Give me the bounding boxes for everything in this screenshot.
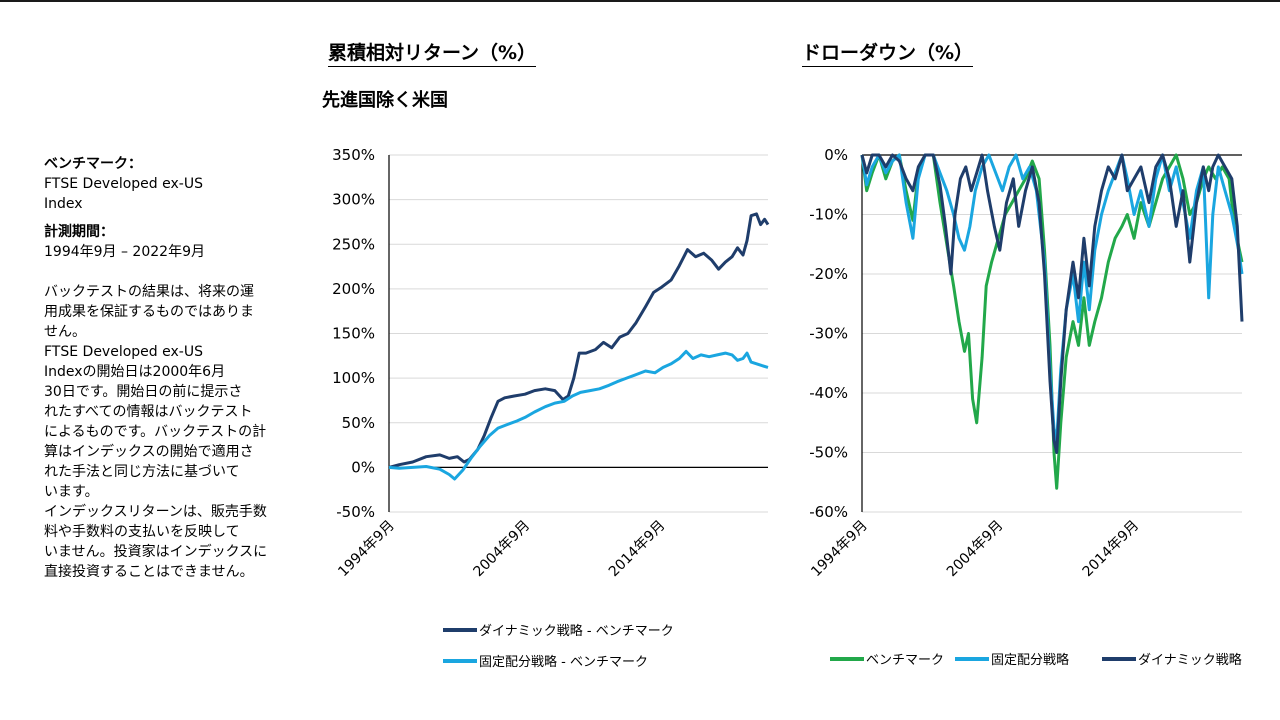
disclaimer-line: れた手法と同じ方法に基づいて [44, 464, 240, 480]
disclaimer-line: 30日です。開始日の前に提示さ [44, 384, 243, 400]
period-label: 計測期間： [44, 224, 114, 240]
disclaimer-line: FTSE Developed ex-US [44, 344, 203, 360]
legend-label-fixed-dd: 固定配分戦略 [991, 653, 1070, 668]
x-tick-label: 2014年9月 [606, 518, 669, 581]
disclaimer-line: Indexの開始日は2000年6月 [44, 364, 226, 380]
legend-label-fixed: 固定配分戦略 - ベンチマーク [479, 655, 648, 670]
disclaimer-line: いません。投資家はインデックスに [44, 544, 268, 560]
x-tick-label: 2004年9月 [944, 518, 1007, 581]
y-tick-label: 250% [332, 235, 375, 253]
disclaimer-line: インデックスリターンは、販売手数 [44, 504, 267, 520]
legend-item-fixed-dd: 固定配分戦略 [955, 649, 1069, 668]
disclaimer-line: 直接投資することはできません。 [44, 564, 254, 580]
y-tick-label: 100% [332, 369, 375, 387]
legend-label-dynamic-dd: ダイナミック戦略 [1138, 653, 1242, 668]
disclaimer-line: 算はインデックスの開始で適用さ [44, 444, 254, 460]
series-line-left-1 [388, 349, 769, 481]
y-tick-label: -30% [809, 325, 848, 343]
y-tick-label: 0% [824, 146, 848, 164]
disclaimer-line: 用成果を保証するものではありま [44, 304, 254, 320]
y-tick-label: 0% [351, 458, 375, 476]
legend-swatch-dynamic-dd [1102, 656, 1136, 661]
legend-item-benchmark: ベンチマーク [830, 649, 944, 668]
left-chart-subtitle: 先進国除く米国 [322, 90, 448, 111]
series-line-left-0 [388, 212, 770, 469]
legend-label-benchmark: ベンチマーク [866, 653, 945, 668]
legend-label-dynamic: ダイナミック戦略 - ベンチマーク [479, 624, 674, 639]
y-tick-label: 350% [332, 146, 375, 164]
benchmark-name-line1: FTSE Developed ex-US [44, 176, 203, 192]
y-tick-label: 50% [342, 414, 375, 432]
sidebar-notes: ベンチマーク： FTSE Developed ex-US Index 計測期間：… [44, 154, 284, 582]
y-tick-label: 300% [332, 191, 375, 209]
disclaimer-line: せん。 [44, 324, 86, 340]
legend-item-dynamic: ダイナミック戦略 - ベンチマーク [443, 620, 674, 639]
x-tick-label: 2014年9月 [1080, 518, 1143, 581]
period-value: 1994年9月 – 2022年9月 [44, 244, 205, 260]
benchmark-label: ベンチマーク： [44, 156, 142, 172]
legend-swatch-dynamic [443, 627, 477, 632]
disclaimer-line: れたすべての情報はバックテスト [44, 404, 253, 420]
disclaimer-line: 料や手数料の支払いを反映して [44, 524, 240, 540]
left-chart-title: 累積相対リターン（%） [328, 42, 537, 67]
legend-swatch-fixed-dd [955, 656, 989, 661]
legend-swatch-benchmark [830, 656, 864, 661]
legend-item-fixed: 固定配分戦略 - ベンチマーク [443, 651, 648, 670]
benchmark-name-line2: Index [44, 196, 83, 212]
top-border [0, 0, 1280, 2]
legend-swatch-fixed [443, 658, 477, 663]
x-tick-label: 1994年9月 [335, 518, 398, 581]
y-tick-label: -20% [809, 265, 848, 283]
right-chart-title: ドローダウン（%） [802, 42, 974, 67]
y-tick-label: 200% [332, 280, 375, 298]
legend-item-dynamic-dd: ダイナミック戦略 [1102, 649, 1242, 668]
y-tick-label: -60% [809, 503, 848, 521]
y-tick-label: -10% [809, 206, 848, 224]
disclaimer-text: バックテストの結果は、将来の運 用成果を保証するものではありま せん。 FTSE… [44, 282, 284, 582]
disclaimer-line: バックテストの結果は、将来の運 [44, 284, 254, 300]
series-line-right-2 [860, 153, 1244, 454]
y-tick-label: -50% [809, 444, 848, 462]
x-tick-label: 2004年9月 [471, 518, 534, 581]
disclaimer-line: によるものです。バックテストの計 [44, 424, 267, 440]
y-tick-label: 150% [332, 325, 375, 343]
x-tick-label: 1994年9月 [808, 518, 871, 581]
y-tick-label: -40% [809, 384, 848, 402]
disclaimer-line: います。 [44, 484, 99, 500]
y-tick-label: -50% [336, 503, 375, 521]
